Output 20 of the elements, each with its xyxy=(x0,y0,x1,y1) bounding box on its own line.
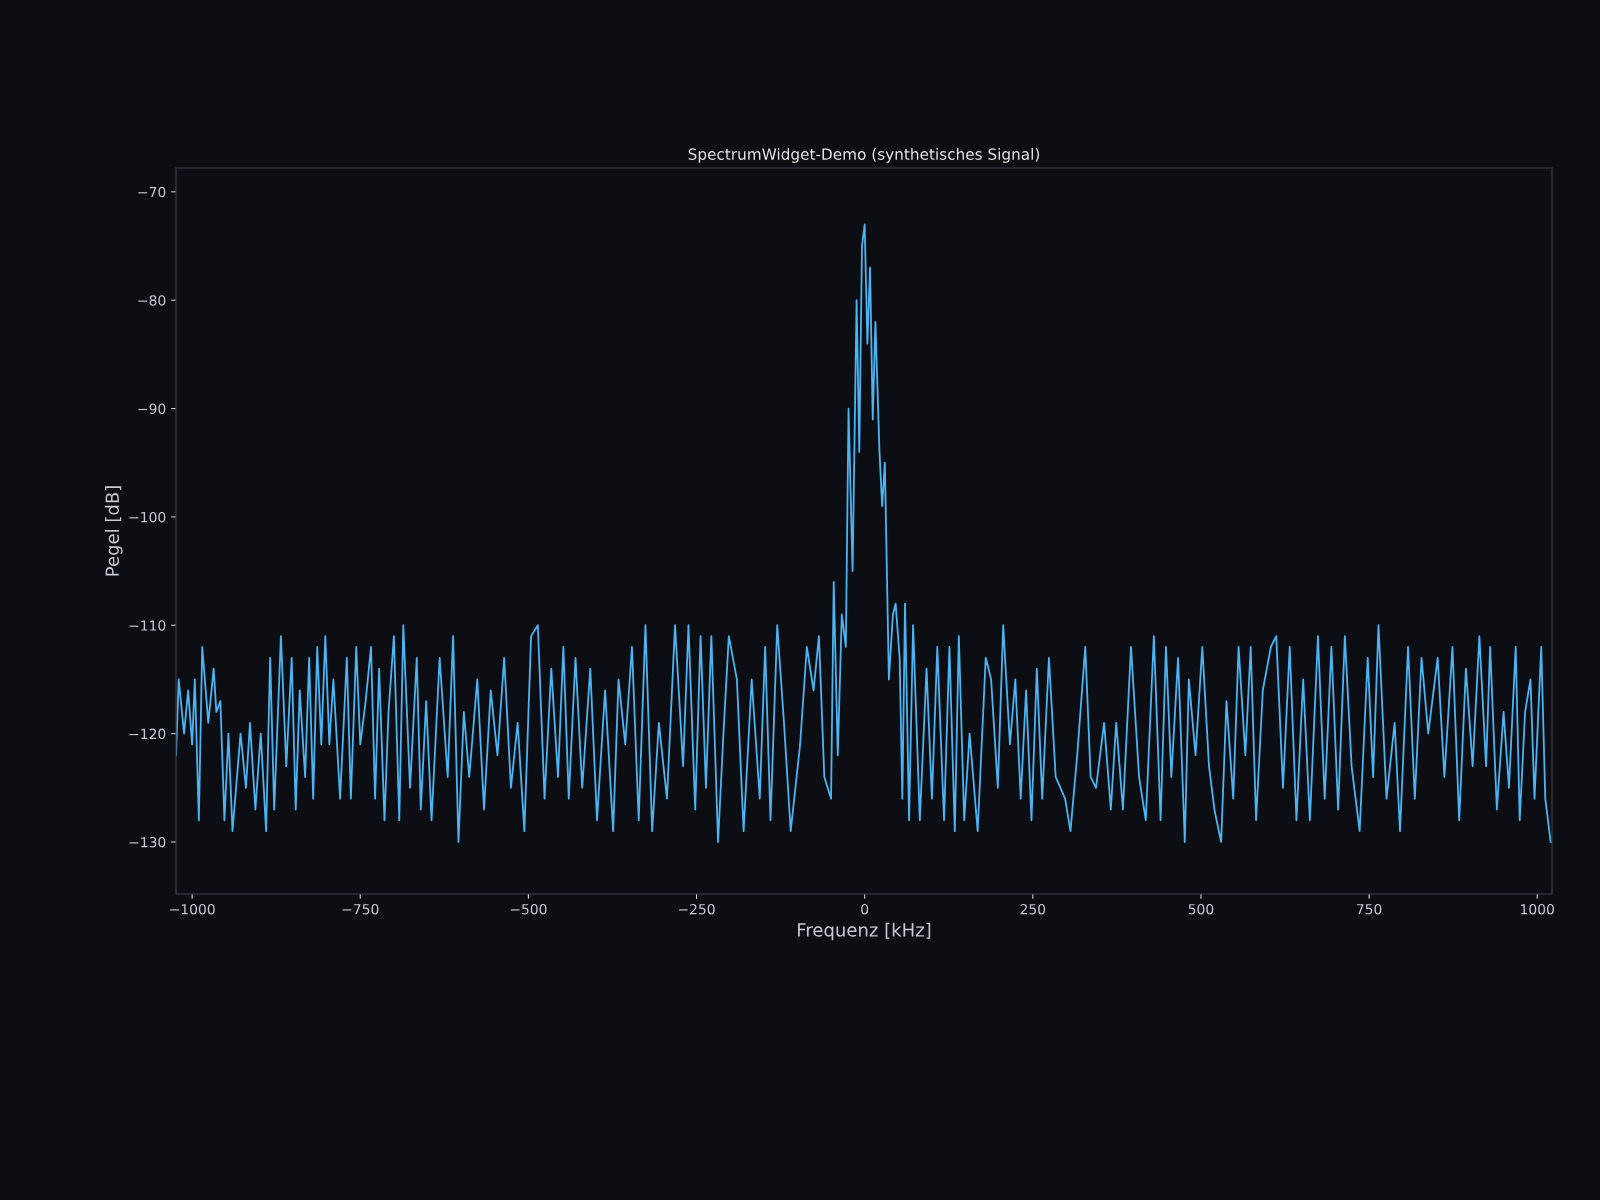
x-tick-label: 750 xyxy=(1356,903,1382,915)
y-tick-label: −90 xyxy=(138,403,166,415)
y-tick-label: −110 xyxy=(129,620,166,631)
x-tick-label: −1000 xyxy=(170,903,215,915)
y-axis-title: Pegel [dB] xyxy=(105,486,123,576)
x-tick-label: 250 xyxy=(1020,903,1046,915)
x-tick-label: −750 xyxy=(342,903,379,915)
x-axis-title: Frequenz [kHz] xyxy=(798,922,931,941)
x-tick-label: 0 xyxy=(861,903,869,915)
line-series xyxy=(176,223,1552,843)
y-tick-label: −70 xyxy=(138,186,166,198)
x-tick-label: −500 xyxy=(510,903,547,915)
x-tick-label: −250 xyxy=(678,903,715,915)
chart-title: SpectrumWidget-Demo (synthetisches Signal) xyxy=(688,148,1040,163)
y-tick-label: −80 xyxy=(138,295,166,306)
y-tick-label: −120 xyxy=(129,728,166,740)
x-tick-label: 1000 xyxy=(1521,903,1554,915)
x-tick-label: 500 xyxy=(1188,903,1214,915)
y-tick-label: −100 xyxy=(129,511,166,523)
y-tick-label: −130 xyxy=(129,836,166,848)
